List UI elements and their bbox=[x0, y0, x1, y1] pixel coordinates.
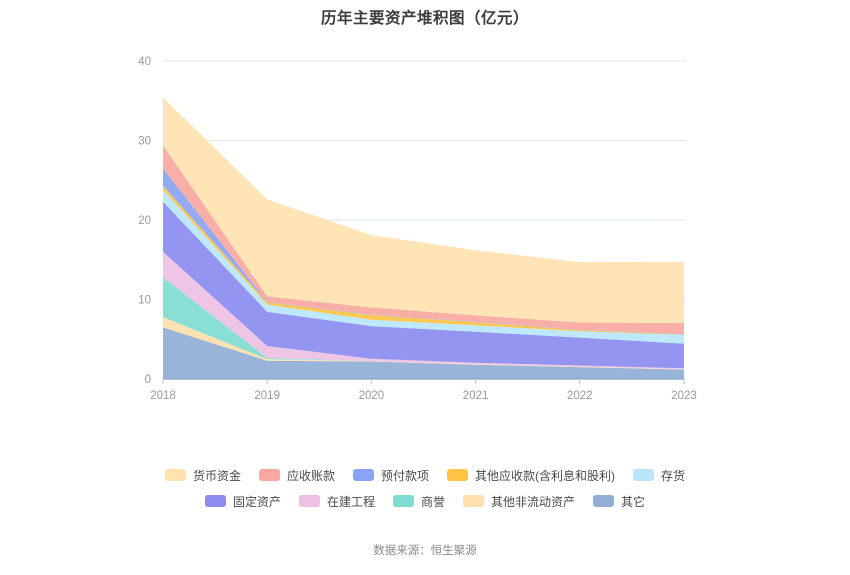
legend-item-在建工程[interactable]: 在建工程 bbox=[298, 493, 375, 510]
legend-swatch-icon bbox=[593, 495, 615, 507]
legend-item-货币资金[interactable]: 货币资金 bbox=[164, 467, 241, 484]
x-tick-label: 2023 bbox=[671, 390, 697, 400]
legend-row-2: 固定资产 在建工程 商誉 其他非流动资产 其它 bbox=[0, 488, 850, 514]
legend-item-固定资产[interactable]: 固定资产 bbox=[204, 493, 281, 510]
area-series bbox=[163, 97, 684, 323]
x-axis-ticks: 2018 2019 2020 2021 2022 2023 bbox=[150, 390, 697, 400]
x-tick-label: 2021 bbox=[463, 390, 489, 400]
x-tick-label: 2019 bbox=[254, 390, 280, 400]
legend-item-商誉[interactable]: 商誉 bbox=[392, 493, 445, 510]
legend-item-其他应收款(含利息和股利)[interactable]: 其他应收款(含利息和股利) bbox=[447, 467, 615, 484]
plot-area: 0 10 20 30 40 2018 2019 2020 2021 2022 2023 bbox=[0, 40, 850, 400]
legend-swatch-icon bbox=[164, 469, 186, 481]
legend-row-1: 货币资金 应收账款 预付款项 其他应收款(含利息和股利) 存货 bbox=[0, 462, 850, 488]
page-title: 历年主要资产堆积图（亿元） bbox=[320, 10, 529, 27]
legend-item-label: 存货 bbox=[661, 468, 686, 483]
legend-item-应收账款[interactable]: 应收账款 bbox=[258, 467, 335, 484]
legend-item-label: 固定资产 bbox=[232, 494, 281, 509]
legend-item-label: 其它 bbox=[621, 494, 646, 509]
x-tick-label: 2018 bbox=[150, 390, 176, 400]
source-note: 数据来源：恒生聚源 bbox=[373, 545, 477, 557]
axis-group bbox=[162, 378, 685, 384]
legend-swatch-icon bbox=[633, 469, 655, 481]
legend-item-label: 在建工程 bbox=[326, 494, 375, 509]
area-series bbox=[163, 201, 684, 369]
y-tick-label: 40 bbox=[138, 56, 151, 68]
legend-swatch-icon bbox=[298, 495, 320, 507]
legend-item-label: 其他非流动资产 bbox=[491, 494, 576, 509]
y-axis-ticks: 0 10 20 30 40 bbox=[138, 56, 151, 386]
y-tick-label: 30 bbox=[138, 136, 151, 148]
legend-swatch-icon bbox=[353, 469, 374, 481]
chart-legend: 货币资金 应收账款 预付款项 其他应收款(含利息和股利) 存货 固定资产 在建工程 商誉 其他… bbox=[0, 462, 850, 514]
legend-item-label: 商誉 bbox=[420, 494, 445, 509]
legend-item-label: 其他应收款(含利息和股利) bbox=[475, 468, 616, 483]
legend-item-存货[interactable]: 存货 bbox=[633, 467, 685, 484]
x-tick-label: 2020 bbox=[359, 390, 385, 400]
legend-swatch-icon bbox=[447, 469, 469, 481]
legend-item-label: 货币资金 bbox=[192, 468, 241, 483]
legend-swatch-icon bbox=[204, 495, 226, 507]
stacked-area-chart: 0 10 20 30 40 2018 2019 2020 2021 2022 2023 bbox=[138, 56, 697, 400]
legend-item-其他非流动资产[interactable]: 其他非流动资产 bbox=[463, 493, 575, 510]
y-tick-label: 10 bbox=[138, 295, 151, 307]
legend-item-label: 预付款项 bbox=[381, 468, 430, 483]
legend-swatch-icon bbox=[392, 495, 414, 507]
legend-swatch-icon bbox=[258, 469, 280, 481]
legend-swatch-icon bbox=[463, 495, 484, 507]
y-tick-label: 0 bbox=[145, 374, 151, 386]
legend-item-预付款项[interactable]: 预付款项 bbox=[353, 467, 429, 484]
y-tick-label: 20 bbox=[138, 215, 151, 227]
x-tick-label: 2022 bbox=[567, 390, 593, 400]
area-series bbox=[163, 327, 684, 379]
area-series-group bbox=[163, 97, 684, 379]
legend-item-label: 应收账款 bbox=[286, 468, 335, 483]
legend-item-其它[interactable]: 其它 bbox=[593, 493, 645, 510]
